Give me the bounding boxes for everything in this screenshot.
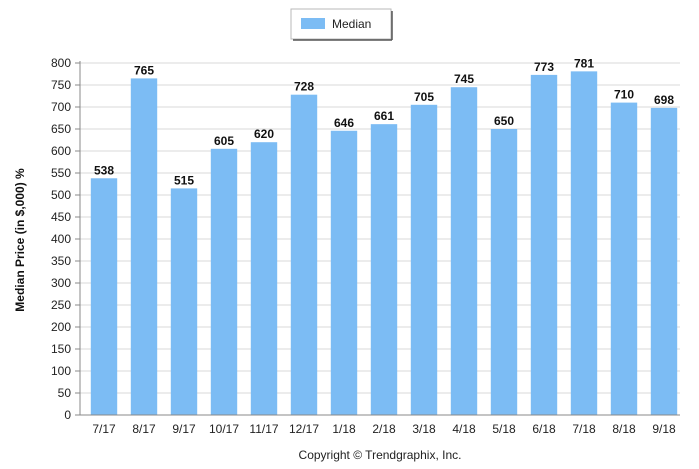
- data-label: 765: [134, 63, 154, 77]
- x-tick-label: 7/17: [92, 422, 116, 436]
- bar: [530, 74, 558, 415]
- x-tick-label: 1/18: [332, 422, 356, 436]
- x-tick-label: 10/17: [209, 422, 239, 436]
- legend-label-median: Median: [332, 17, 371, 31]
- x-tick-label: 9/18: [652, 422, 676, 436]
- data-label: 773: [534, 60, 554, 74]
- data-label: 515: [174, 173, 194, 187]
- bar: [410, 104, 438, 416]
- bar: [210, 148, 238, 416]
- data-labels: 538 765 515 605 620 728 646 661 705 745 650 773 781 7…: [94, 56, 674, 187]
- bar: [250, 142, 278, 415]
- data-label: 745: [454, 72, 474, 86]
- bar: [370, 124, 398, 415]
- y-axis-title: Median Price (in $,000) %: [13, 168, 27, 312]
- y-tick-label: 450: [51, 210, 71, 224]
- bar: [610, 102, 638, 415]
- x-axis-ticks: 7/17 8/17 9/17 10/17 11/17 12/17 1/18 2/18 3/18 4…: [92, 422, 676, 436]
- x-tick-label: 9/17: [172, 422, 196, 436]
- y-tick-label: 350: [51, 254, 71, 268]
- y-tick-label: 300: [51, 276, 71, 290]
- x-tick-label: 11/17: [249, 422, 278, 436]
- data-label: 781: [574, 56, 594, 70]
- data-label: 538: [94, 163, 114, 177]
- bar: [130, 78, 158, 416]
- y-tick-label: 600: [51, 144, 71, 158]
- data-label: 728: [294, 80, 314, 94]
- y-tick-label: 500: [51, 188, 71, 202]
- data-label: 646: [334, 116, 354, 130]
- bar: [650, 107, 678, 415]
- legend: Median: [290, 8, 393, 41]
- y-tick-label: 800: [51, 56, 71, 70]
- data-label: 705: [414, 90, 434, 104]
- y-tick-label: 150: [51, 342, 71, 356]
- data-label: 698: [654, 93, 674, 107]
- bar: [490, 129, 518, 415]
- y-tick-label: 550: [51, 166, 71, 180]
- bar: [570, 71, 598, 416]
- copyright-text: Copyright © Trendgraphix, Inc.: [299, 448, 462, 462]
- bar: [330, 130, 358, 415]
- y-tick-label: 750: [51, 78, 71, 92]
- x-tick-label: 8/17: [132, 422, 156, 436]
- bar: [170, 188, 198, 415]
- y-tick-label: 400: [51, 232, 71, 246]
- bars: [90, 71, 678, 416]
- data-label: 710: [614, 88, 634, 102]
- data-label: 620: [254, 127, 274, 141]
- y-tick-label: 650: [51, 122, 71, 136]
- bar: [290, 94, 318, 416]
- x-tick-label: 3/18: [412, 422, 436, 436]
- y-axis-ticks: 0 50 100 150 200 250 300 350 400 450 500 550 600 650 7…: [51, 56, 80, 422]
- x-tick-label: 12/17: [289, 422, 319, 436]
- y-tick-label: 700: [51, 100, 71, 114]
- y-tick-label: 50: [58, 386, 72, 400]
- y-tick-label: 0: [64, 408, 71, 422]
- x-tick-label: 5/18: [492, 422, 516, 436]
- y-tick-label: 250: [51, 298, 71, 312]
- data-label: 605: [214, 134, 234, 148]
- x-tick-label: 8/18: [612, 422, 636, 436]
- axes: [79, 61, 680, 416]
- data-label: 661: [374, 109, 394, 123]
- x-tick-label: 2/18: [372, 422, 396, 436]
- y-tick-label: 200: [51, 320, 71, 334]
- data-label: 650: [494, 114, 514, 128]
- y-tick-label: 100: [51, 364, 71, 378]
- x-tick-label: 4/18: [452, 422, 476, 436]
- bar: [450, 87, 478, 415]
- bar: [90, 178, 118, 415]
- x-tick-label: 6/18: [532, 422, 556, 436]
- legend-swatch-median: [301, 18, 325, 29]
- x-tick-label: 7/18: [572, 422, 596, 436]
